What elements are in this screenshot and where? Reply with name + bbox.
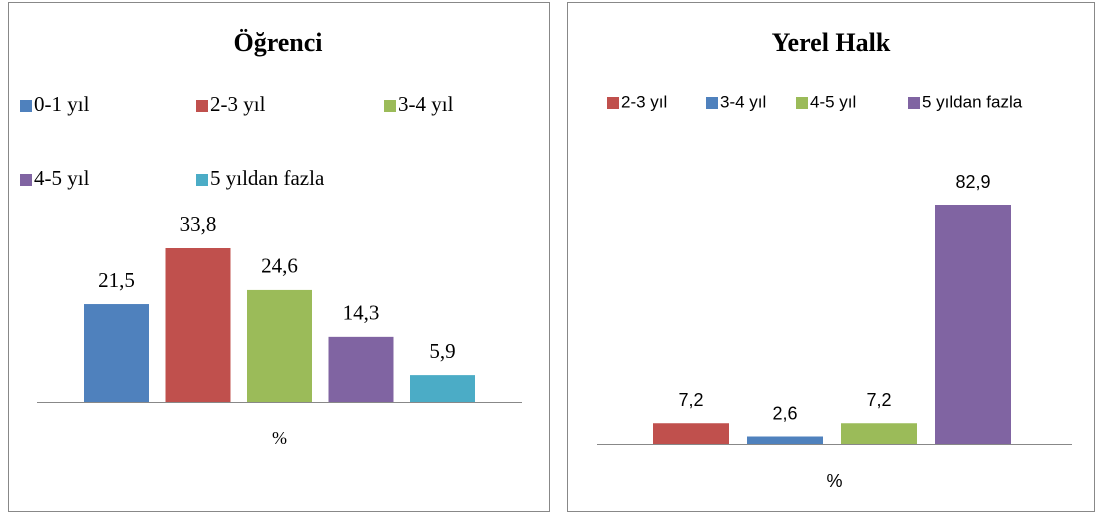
- bar: [84, 304, 149, 402]
- legend-swatch: [20, 174, 32, 186]
- legend-swatch: [607, 97, 619, 109]
- legend-swatch: [20, 100, 32, 112]
- data-label: 7,2: [866, 390, 891, 410]
- bar: [410, 375, 475, 402]
- legend-label: 5 yıldan fazla: [210, 166, 325, 190]
- bar: [247, 289, 312, 402]
- data-label: 5,9: [429, 339, 455, 363]
- x-tick-label: %: [272, 428, 287, 448]
- data-label: 2,6: [772, 403, 797, 423]
- bar: [935, 205, 1011, 444]
- data-label: 7,2: [678, 390, 703, 410]
- bar: [747, 436, 823, 444]
- legend-swatch: [908, 97, 920, 109]
- bar: [328, 336, 394, 402]
- panel: [567, 2, 1095, 512]
- legend-swatch: [196, 100, 208, 112]
- legend-swatch: [796, 97, 808, 109]
- data-label: 33,8: [180, 212, 217, 236]
- legend-label: 3-4 yıl: [720, 92, 766, 111]
- legend-swatch: [384, 100, 396, 112]
- legend-label: 4-5 yıl: [34, 166, 90, 190]
- bar: [841, 423, 917, 444]
- legend-label: 2-3 yıl: [621, 92, 667, 111]
- data-label: 82,9: [955, 172, 990, 192]
- data-label: 24,6: [261, 254, 298, 278]
- legend-label: 5 yıldan fazla: [922, 92, 1023, 111]
- panel: [8, 2, 550, 512]
- legend-swatch: [196, 174, 208, 186]
- legend-label: 3-4 yıl: [398, 92, 454, 116]
- chart-title: Yerel Halk: [772, 28, 891, 57]
- legend-label: 4-5 yıl: [810, 92, 856, 111]
- data-label: 14,3: [343, 301, 380, 325]
- x-tick-label: %: [826, 471, 842, 491]
- legend-swatch: [706, 97, 718, 109]
- data-label: 21,5: [98, 268, 135, 292]
- bar: [653, 423, 729, 444]
- chart-title: Öğrenci: [233, 28, 322, 57]
- legend-label: 0-1 yıl: [34, 92, 90, 116]
- legend-label: 2-3 yıl: [210, 92, 266, 116]
- bar: [165, 248, 231, 402]
